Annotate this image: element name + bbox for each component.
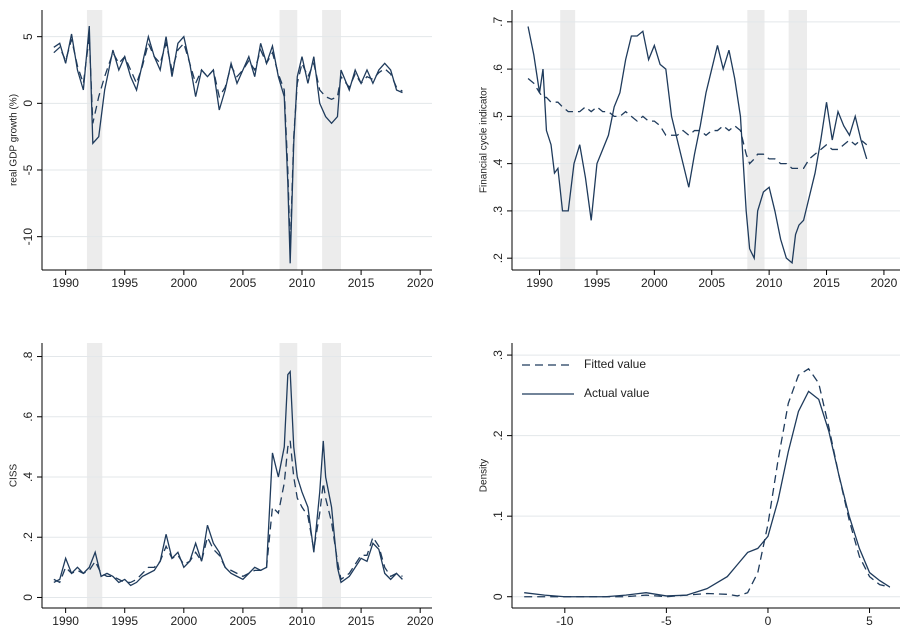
y-axis-title: Density — [479, 459, 490, 492]
y-axis-title: CISS — [9, 464, 20, 488]
y-tick-label: .2 — [491, 430, 505, 440]
x-tick-label: 2020 — [871, 276, 898, 290]
y-tick-label: .1 — [491, 511, 505, 521]
y-axis-title: Financial cycle indicator — [479, 86, 490, 193]
shaded-period — [322, 343, 341, 608]
y-tick-label: .2 — [21, 532, 35, 542]
panel: 5 0 -5 -10 1990 1995 2000 2005 2010 2015 2020 real … — [9, 10, 434, 290]
x-tick-label: 2015 — [348, 276, 375, 290]
x-tick-label: 1995 — [584, 276, 611, 290]
y-tick-label: -5 — [21, 164, 35, 175]
x-tick-label: 2015 — [813, 276, 840, 290]
y-tick-label: .3 — [491, 206, 505, 216]
panel: 0 .2 .4 .6 .8 1990 1995 2000 2005 2010 2015 2020 CIS… — [9, 343, 434, 628]
x-tick-label: 2005 — [230, 276, 257, 290]
x-tick-label: -10 — [556, 614, 574, 628]
x-tick-label: 2010 — [289, 276, 316, 290]
y-tick-label: 0 — [21, 100, 35, 107]
data-line — [53, 25, 403, 264]
shaded-period — [86, 343, 103, 608]
y-tick-label: .5 — [491, 111, 505, 121]
data-line — [53, 36, 403, 251]
x-tick-label: 2005 — [230, 614, 257, 628]
data-line — [53, 369, 403, 587]
x-tick-label: 1995 — [111, 614, 138, 628]
x-tick-label: 1990 — [52, 276, 79, 290]
y-axis-title: real GDP growth (%) — [9, 94, 20, 186]
data-line — [524, 367, 890, 598]
shaded-period — [279, 10, 298, 270]
shaded-period — [560, 10, 576, 270]
legend-label: Actual value — [584, 386, 650, 400]
y-tick-label: .2 — [491, 253, 505, 263]
x-tick-label: 2020 — [407, 276, 434, 290]
x-tick-label: 2000 — [641, 276, 668, 290]
legend-label: Fitted value — [584, 357, 646, 371]
panel: .7 .6 .5 .4 .3 .2 1990 1995 2000 2005 2010 2015 2020… — [479, 10, 900, 290]
y-tick-label: .8 — [21, 351, 35, 361]
y-tick-label: 0 — [491, 593, 505, 600]
data-line — [524, 390, 891, 598]
panel: 0 .1 .2 .3 -10 -5 0 5 Density Fitted value Actual … — [479, 343, 900, 628]
y-tick-label: .3 — [491, 350, 505, 360]
x-tick-label: 2010 — [756, 276, 783, 290]
x-tick-label: 1995 — [111, 276, 138, 290]
y-tick-label: .7 — [491, 16, 505, 26]
data-line — [53, 440, 403, 584]
x-tick-label: 2010 — [289, 614, 316, 628]
data-line — [527, 26, 868, 265]
x-tick-label: -5 — [661, 614, 672, 628]
y-tick-label: 5 — [21, 33, 35, 40]
x-tick-label: 1990 — [52, 614, 79, 628]
shaded-period — [788, 10, 808, 270]
x-tick-label: 0 — [765, 614, 772, 628]
y-tick-label: -10 — [21, 228, 35, 246]
x-tick-label: 1990 — [526, 276, 553, 290]
x-tick-label: 5 — [866, 614, 873, 628]
y-tick-label: .4 — [491, 158, 505, 168]
y-tick-label: .6 — [491, 64, 505, 74]
x-tick-label: 2000 — [170, 276, 197, 290]
y-tick-label: 0 — [21, 594, 35, 601]
y-tick-label: .6 — [21, 411, 35, 421]
x-tick-label: 2020 — [407, 614, 434, 628]
x-tick-label: 2005 — [698, 276, 725, 290]
shaded-period — [747, 10, 765, 270]
shaded-period — [279, 343, 298, 608]
x-tick-label: 2000 — [170, 614, 197, 628]
shaded-period — [322, 10, 341, 270]
x-tick-label: 2015 — [348, 614, 375, 628]
y-tick-label: .4 — [21, 472, 35, 482]
data-line — [527, 78, 868, 170]
